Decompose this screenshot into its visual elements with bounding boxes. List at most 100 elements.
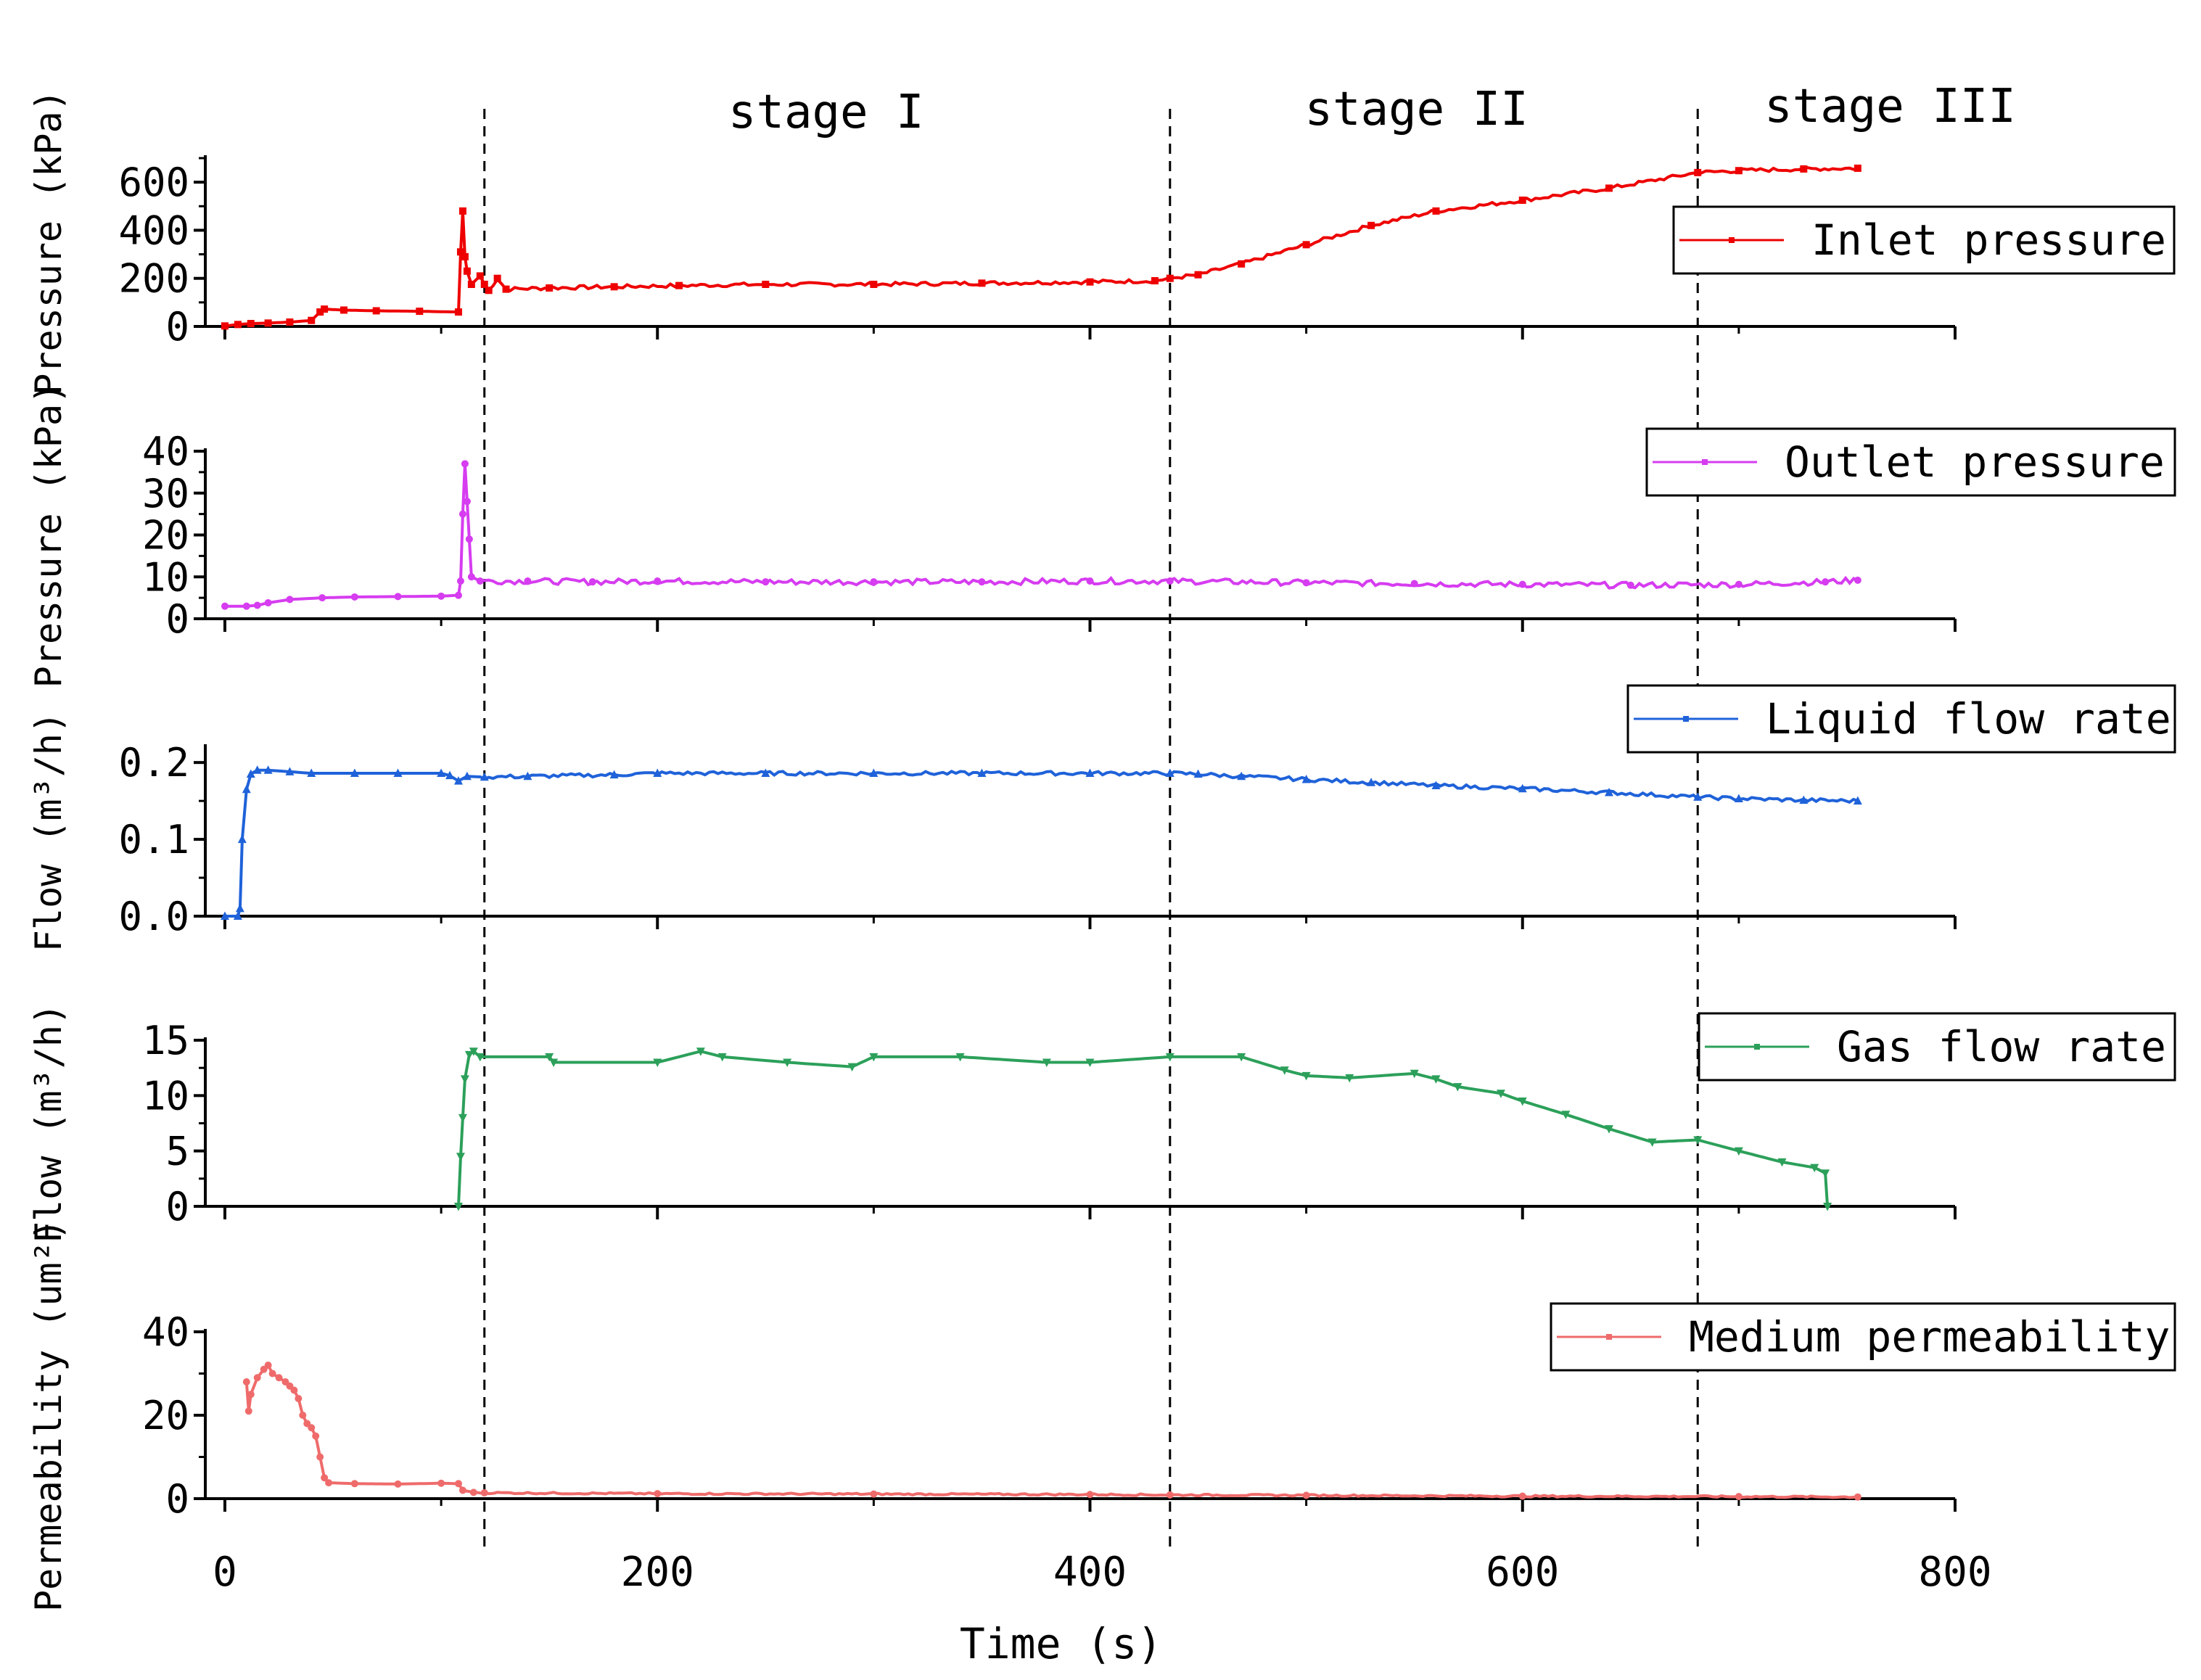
data-point — [393, 768, 403, 778]
data-point — [502, 285, 510, 293]
data-point — [458, 1113, 467, 1123]
data-point — [1605, 184, 1613, 192]
data-point — [1734, 1147, 1743, 1156]
data-point — [762, 578, 770, 586]
data-point — [308, 1424, 316, 1432]
data-point — [653, 768, 662, 778]
data-point — [252, 765, 262, 774]
data-point — [1193, 769, 1203, 778]
data-point — [295, 1395, 303, 1402]
data-point — [242, 784, 251, 794]
data-point — [290, 1386, 298, 1394]
data-point — [318, 594, 326, 602]
data-point — [869, 1053, 879, 1062]
series-outlet-pressure — [221, 460, 1861, 610]
legend-medium-permeability: Medium permeability — [1550, 1302, 2176, 1372]
data-point — [1799, 795, 1809, 804]
data-point — [717, 1053, 727, 1062]
data-point — [264, 599, 272, 607]
data-point — [456, 577, 464, 585]
data-point — [242, 1378, 250, 1385]
data-point — [321, 305, 329, 313]
data-point — [372, 307, 380, 315]
legend-box — [1645, 427, 2176, 497]
data-point — [463, 267, 471, 275]
x-tick-label: 0 — [213, 1549, 237, 1596]
data-point — [675, 281, 683, 289]
data-point — [1734, 794, 1743, 802]
y-tick-label: 10 — [142, 554, 189, 600]
data-point — [653, 1058, 662, 1068]
data-point — [458, 207, 466, 215]
data-point — [350, 593, 358, 601]
data-point — [350, 768, 359, 778]
y-axis-label: Flow (m³/h) — [28, 712, 70, 952]
data-point — [1237, 771, 1246, 781]
y-tick-label: 0.0 — [118, 894, 189, 939]
data-point — [1561, 1111, 1571, 1119]
y-tick-label: 200 — [118, 256, 189, 302]
data-point — [1431, 1075, 1441, 1084]
data-point — [264, 1362, 272, 1369]
y-ticks: 0 20 40 — [142, 1309, 205, 1522]
data-point — [1777, 1158, 1787, 1167]
data-point — [456, 1153, 465, 1161]
data-point — [1693, 792, 1703, 801]
data-point — [480, 1488, 488, 1496]
data-point — [609, 770, 619, 779]
data-point — [1647, 1138, 1657, 1147]
data-point — [1496, 1090, 1505, 1098]
data-point — [545, 1053, 554, 1062]
data-point — [1238, 260, 1246, 268]
y-tick-label: 15 — [142, 1018, 189, 1063]
data-point — [1854, 576, 1861, 584]
data-point — [264, 319, 272, 327]
y-tick-label: 0.1 — [118, 817, 189, 862]
data-point — [394, 1480, 402, 1488]
series-medium-permeability — [242, 1362, 1861, 1501]
data-point — [1854, 1493, 1861, 1501]
data-point — [253, 1374, 261, 1382]
data-point — [350, 1480, 358, 1488]
legend-label: Inlet pressure — [1811, 215, 2166, 265]
data-point — [453, 1203, 463, 1211]
data-point — [316, 1453, 324, 1461]
x-tick-label: 800 — [1918, 1549, 1991, 1596]
stage-label: stage III — [1764, 80, 2016, 133]
data-point — [1853, 796, 1862, 805]
data-point — [869, 768, 879, 778]
y-tick-label: 0 — [165, 596, 189, 642]
data-point — [1810, 1164, 1819, 1173]
data-point — [870, 1490, 878, 1498]
x-tick-labels: 0 200 400 600 800 — [213, 1549, 1991, 1596]
data-point — [233, 911, 242, 920]
y-axis-label: Flow (m³/h) — [28, 1003, 70, 1243]
data-point — [454, 308, 462, 316]
legend-marker — [1729, 237, 1735, 243]
data-point — [485, 287, 493, 295]
data-point — [275, 1374, 283, 1382]
data-point — [480, 281, 488, 288]
data-point — [870, 281, 878, 288]
legend-gas-flow-rate: Gas flow rate — [1698, 1012, 2176, 1082]
legend-marker — [1683, 716, 1689, 722]
data-point — [1854, 164, 1861, 172]
data-point — [247, 320, 255, 328]
y-axis-label: Pressure (kPa) — [28, 382, 70, 688]
data-point — [1518, 197, 1526, 204]
y-tick-label: 20 — [142, 1393, 189, 1438]
y-tick-label: 600 — [118, 160, 189, 205]
data-point — [458, 1486, 466, 1494]
data-point — [437, 768, 446, 778]
y-tick-label: 20 — [142, 513, 189, 559]
data-point — [461, 252, 469, 260]
data-point — [235, 903, 244, 913]
data-point — [654, 577, 662, 585]
y-tick-label: 30 — [142, 471, 189, 516]
data-point — [654, 1490, 662, 1498]
data-point — [1165, 1053, 1174, 1062]
data-point — [1735, 580, 1743, 588]
data-point — [1453, 1083, 1462, 1092]
data-point — [469, 1047, 478, 1056]
